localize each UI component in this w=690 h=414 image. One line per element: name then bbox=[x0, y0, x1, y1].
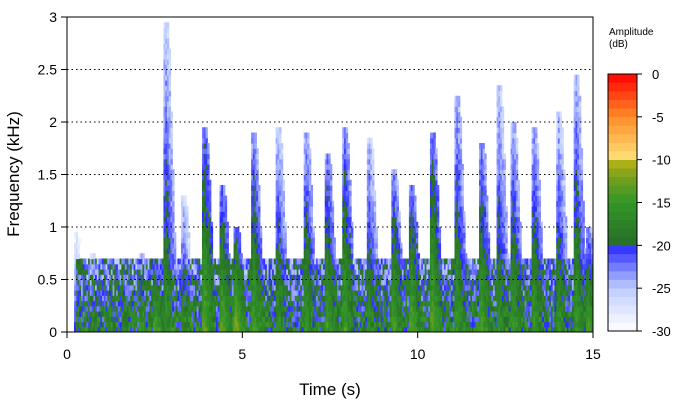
colorbar-swatch-22 bbox=[608, 133, 637, 143]
colorbar-swatch-4 bbox=[608, 288, 637, 298]
x-tick-label-0: 0 bbox=[63, 346, 71, 362]
colorbar-swatch-16 bbox=[608, 185, 637, 195]
colorbar-swatch-1 bbox=[608, 313, 637, 323]
colorbar-swatches bbox=[608, 74, 637, 332]
colorbar-swatch-29 bbox=[608, 74, 637, 83]
colorbar-swatch-11 bbox=[608, 228, 637, 238]
y-tick-label-1: 0.5 bbox=[38, 272, 58, 288]
colorbar-swatch-21 bbox=[608, 142, 637, 152]
x-tick-label-3: 15 bbox=[585, 346, 601, 362]
colorbar-swatch-18 bbox=[608, 168, 637, 178]
colorbar-tick-label-5: -25 bbox=[652, 281, 671, 296]
colorbar-swatch-25 bbox=[608, 108, 637, 118]
colorbar-swatch-6 bbox=[608, 271, 637, 280]
y-tick-label-5: 2.5 bbox=[38, 62, 58, 78]
colorbar-tick-label-6: -30 bbox=[652, 324, 671, 339]
colorbar-tick-label-1: -5 bbox=[652, 110, 664, 125]
colorbar-swatch-8 bbox=[608, 253, 637, 263]
spectrogram-heatmap bbox=[74, 22, 593, 332]
y-tick-label-2: 1 bbox=[49, 219, 57, 235]
colorbar-swatch-3 bbox=[608, 296, 637, 306]
colorbar-swatch-20 bbox=[608, 151, 637, 160]
colorbar-swatch-23 bbox=[608, 125, 637, 135]
colorbar-swatch-14 bbox=[608, 202, 637, 212]
colorbar-tick-label-2: -10 bbox=[652, 153, 671, 168]
x-tick-label-2: 10 bbox=[410, 346, 426, 362]
colorbar-swatch-26 bbox=[608, 99, 637, 109]
colorbar-tick-label-3: -15 bbox=[652, 196, 671, 211]
colorbar-title-line1: Amplitude bbox=[609, 27, 654, 38]
colorbar-swatch-5 bbox=[608, 279, 637, 289]
y-tick-label-6: 3 bbox=[49, 9, 57, 25]
colorbar-swatch-27 bbox=[608, 91, 637, 100]
colorbar-swatch-17 bbox=[608, 176, 637, 186]
colorbar-swatch-9 bbox=[608, 245, 637, 255]
y-tick-label-0: 0 bbox=[49, 324, 57, 340]
y-axis-title: Frequency (kHz) bbox=[4, 111, 23, 237]
colorbar-swatch-0 bbox=[608, 322, 637, 332]
colorbar-swatch-28 bbox=[608, 82, 637, 92]
y-axis: 0 0.5 1 1.5 2 2.5 3 bbox=[38, 9, 67, 340]
colorbar-swatch-13 bbox=[608, 211, 637, 220]
x-tick-label-1: 5 bbox=[238, 346, 246, 362]
colorbar-ticks: 0 -5 -10 -15 -20 -25 -30 bbox=[637, 67, 671, 339]
x-axis-title: Time (s) bbox=[299, 380, 361, 399]
colorbar-tick-label-4: -20 bbox=[652, 238, 671, 253]
colorbar-swatch-12 bbox=[608, 219, 637, 229]
colorbar-swatch-15 bbox=[608, 193, 637, 203]
y-tick-label-4: 2 bbox=[49, 114, 57, 130]
colorbar-tick-label-0: 0 bbox=[652, 67, 659, 82]
x-axis: 0 5 10 15 bbox=[63, 332, 601, 362]
y-tick-label-3: 1.5 bbox=[38, 167, 58, 183]
colorbar-swatch-19 bbox=[608, 159, 637, 169]
colorbar-swatch-7 bbox=[608, 262, 637, 272]
colorbar-title-line2: (dB) bbox=[609, 39, 628, 50]
colorbar-swatch-10 bbox=[608, 236, 637, 246]
colorbar-legend: Amplitude (dB) 0 -5 -10 -15 -20 -25 -30 bbox=[607, 27, 671, 339]
colorbar-swatch-2 bbox=[608, 305, 637, 315]
colorbar-swatch-24 bbox=[608, 116, 637, 126]
